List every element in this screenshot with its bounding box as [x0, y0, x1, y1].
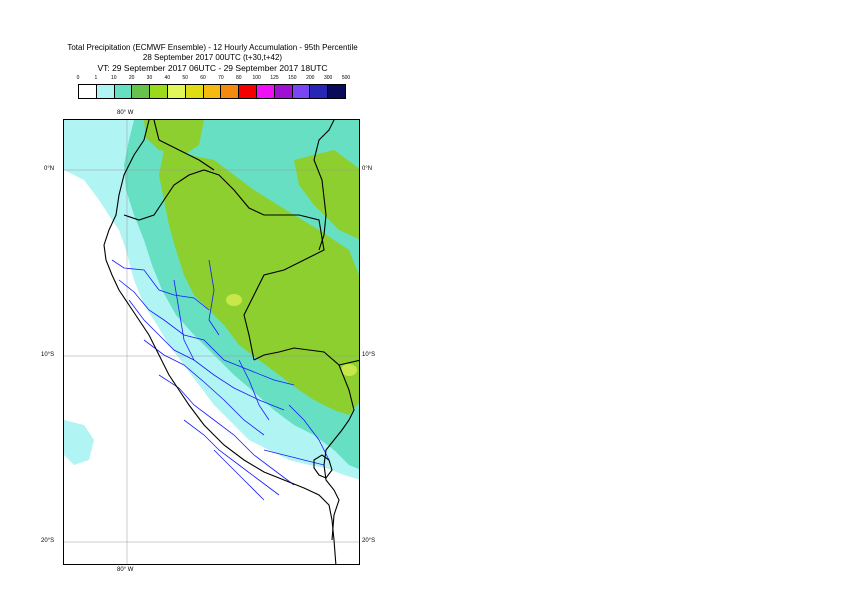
lat-label-20s-right: 20°S: [362, 538, 376, 544]
legend-swatch: [167, 85, 186, 98]
peak-rain-spot-1: [226, 294, 242, 306]
lat-label-0n-right: 0°N: [362, 166, 373, 172]
border-peru-brazil: [243, 214, 325, 361]
heavy-rain-north: [144, 120, 204, 155]
legend-swatch: [185, 85, 204, 98]
legend-threshold-label: 0: [76, 75, 80, 81]
border-brazil-bolivia: [338, 359, 359, 366]
lon-label-bottom: 80° W: [117, 567, 134, 573]
legend-threshold-label: 70: [218, 75, 224, 81]
offshore-light-rain: [64, 420, 94, 465]
legend-swatch: [150, 85, 168, 98]
lat-label-0n-left: 0°N: [44, 166, 55, 172]
legend-swatch: [239, 85, 257, 98]
legend-threshold-label: 125: [270, 75, 279, 81]
region-border-9: [208, 259, 220, 336]
legend-threshold-label: 60: [200, 75, 206, 81]
border-brazil-colombia: [313, 120, 335, 251]
lon-label-top: 80° W: [117, 110, 134, 116]
region-border-12: [288, 404, 330, 461]
region-border-7: [213, 449, 265, 501]
lat-label-10s-right: 10°S: [362, 352, 376, 358]
legend-threshold-label: 1: [94, 75, 98, 81]
region-border-11: [238, 359, 270, 421]
border-colombia: [153, 120, 215, 171]
region-border-5: [158, 374, 295, 486]
legend-threshold-labels: 0 1 10 20 30 40 50 60 70 80 100 125 150 200 300 500: [76, 75, 353, 84]
legend-swatch: [292, 85, 311, 98]
region-border-6: [183, 419, 280, 496]
title-line-1: Total Precipitation (ECMWF Ensemble) - 1…: [67, 43, 358, 52]
lat-label-20s-left: 20°S: [41, 538, 55, 544]
peak-rain-spot-2: [341, 364, 357, 376]
country-borders: [103, 120, 359, 564]
region-borders: [111, 259, 330, 501]
legend-threshold-label: 10: [110, 75, 117, 81]
graticule: [64, 120, 359, 564]
legend-swatch: [310, 85, 329, 98]
precipitation-legend: 0 1 10 20 30 40 50 60 70 80 100 125 150 200 300 500: [76, 75, 353, 99]
legend-swatch: [79, 85, 97, 98]
border-peru-bolivia: [253, 347, 355, 541]
coastline: [103, 120, 337, 564]
region-border-4: [143, 339, 265, 436]
legend-swatch: [274, 85, 293, 98]
legend-threshold-label: 200: [306, 75, 315, 81]
legend-swatch: [256, 85, 275, 98]
legend-threshold-label: 40: [164, 75, 171, 81]
precipitation-map: [63, 119, 360, 565]
legend-threshold-label: 500: [341, 75, 351, 81]
lat-label-10s-left: 10°S: [41, 352, 55, 358]
legend-threshold-label: 30: [146, 75, 153, 81]
legend-swatch: [221, 85, 240, 98]
legend-swatch: [96, 85, 115, 98]
legend-swatch: [328, 85, 345, 98]
legend-threshold-label: 300: [323, 75, 333, 81]
legend-threshold-label: 150: [288, 75, 297, 81]
heavy-rain-field: [159, 150, 359, 415]
legend-threshold-label: 20: [128, 75, 135, 81]
title-line-2: 28 September 2017 00UTC (t+30,t+42): [142, 53, 283, 62]
legend-swatch: [203, 85, 222, 98]
legend-threshold-label: 50: [182, 75, 188, 81]
heavy-rain-east: [294, 150, 359, 240]
legend-swatch: [132, 85, 151, 98]
region-border-10: [173, 279, 195, 361]
legend-swatch: [114, 85, 133, 98]
map-canvas: [64, 120, 359, 564]
lake-titicaca: [313, 454, 333, 479]
border-ecuador-peru: [123, 169, 279, 221]
legend-threshold-label: 80: [236, 75, 242, 81]
legend-threshold-label: 100: [252, 75, 261, 81]
region-border-2: [118, 279, 295, 386]
map-title-block: Total Precipitation (ECMWF Ensemble) - 1…: [0, 43, 425, 73]
region-border-1: [111, 259, 210, 311]
legend-color-bar: [78, 84, 346, 99]
title-line-3: VT: 29 September 2017 06UTC - 29 Septemb…: [97, 63, 328, 73]
